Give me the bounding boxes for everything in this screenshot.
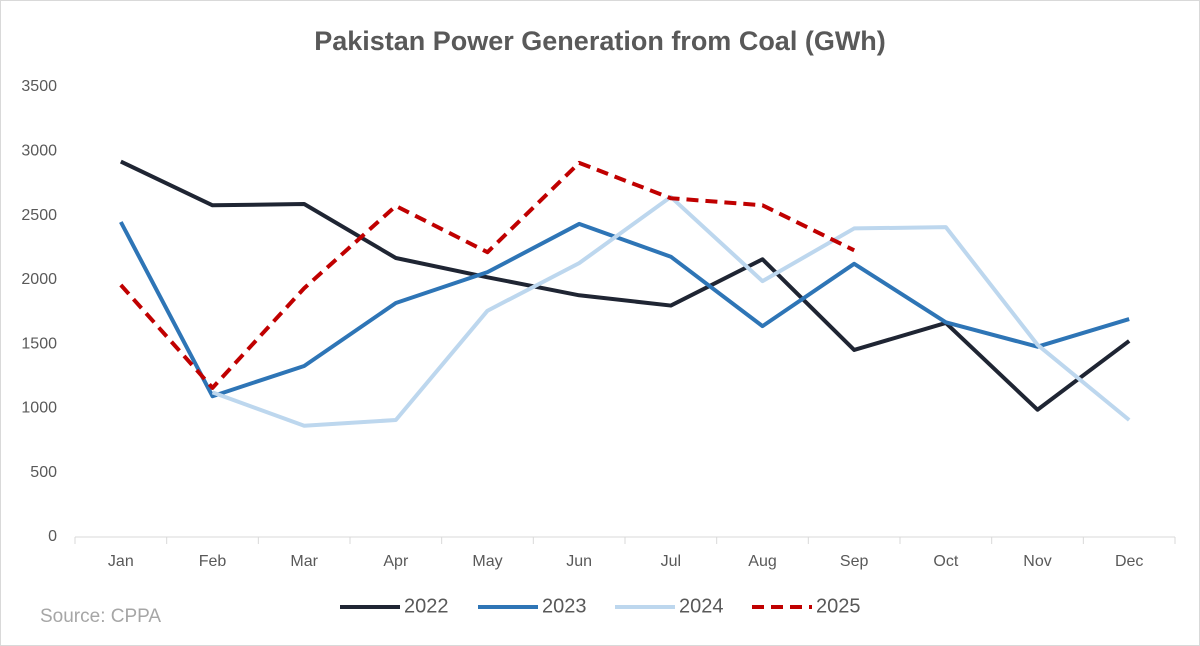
x-tick-label: Aug [748, 553, 776, 570]
legend-label: 2022 [404, 595, 449, 617]
y-tick-label: 500 [30, 464, 57, 481]
x-tick-label: Oct [933, 553, 958, 570]
x-tick-label: Jun [566, 553, 592, 570]
chart-title: Pakistan Power Generation from Coal (GWh… [314, 26, 886, 56]
x-tick-label: Apr [383, 553, 409, 570]
legend-label: 2025 [816, 595, 861, 617]
series-line [119, 159, 1131, 412]
y-tick-label: 1000 [21, 400, 57, 417]
y-tick-label: 0 [48, 528, 57, 545]
x-tick-label: Nov [1023, 553, 1051, 570]
y-tick-label: 3500 [21, 78, 57, 95]
x-tick-label: Jan [108, 553, 134, 570]
x-tick-label: May [472, 553, 502, 570]
series-line [119, 221, 1130, 399]
x-tick-label: Dec [1115, 553, 1143, 570]
series-line [119, 160, 856, 390]
y-tick-label: 2000 [21, 271, 57, 288]
x-tick-label: Jul [661, 553, 681, 570]
legend-label: 2023 [542, 595, 587, 617]
x-tick-label: Mar [290, 553, 318, 570]
x-tick-label: Sep [840, 553, 869, 570]
legend-label: 2024 [679, 595, 724, 617]
y-tick-label: 2500 [21, 207, 57, 224]
x-tick-label: Feb [199, 553, 227, 570]
source-note: Source: CPPA [40, 606, 161, 627]
y-tick-label: 1500 [21, 335, 57, 352]
y-tick-label: 3000 [21, 143, 57, 160]
